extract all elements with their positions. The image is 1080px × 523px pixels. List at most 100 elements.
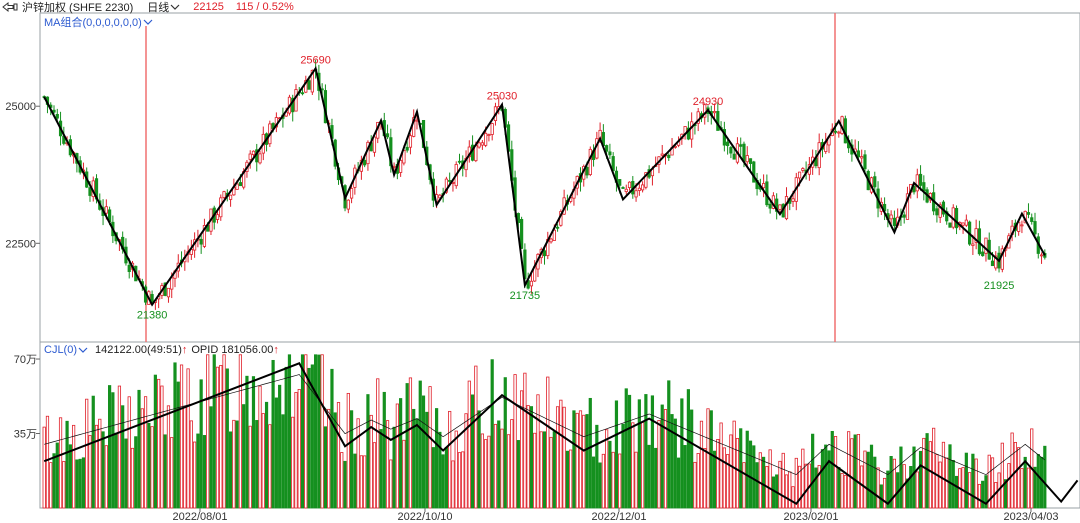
volume-bar	[170, 437, 174, 509]
volume-indicator-selector[interactable]: CJL(0)	[44, 344, 89, 356]
volume-bar	[732, 420, 736, 509]
volume-bar	[935, 454, 939, 509]
volume-bar	[143, 396, 148, 509]
period-label: 日线	[147, 2, 170, 14]
volume-bar	[78, 458, 82, 509]
x-tick-label: 2022/08/01	[172, 511, 227, 523]
candle	[150, 290, 154, 303]
volume-bar	[699, 420, 704, 509]
volume-bar	[271, 359, 275, 509]
volume-bar	[624, 388, 628, 509]
volume-bar	[814, 467, 818, 509]
volume-bar	[104, 445, 108, 509]
volume-bar	[68, 444, 72, 509]
volume-bar	[797, 465, 802, 509]
candle	[399, 159, 403, 177]
volume-bar	[281, 414, 285, 509]
candle	[981, 245, 985, 257]
volume-bar	[359, 455, 363, 509]
candle	[739, 137, 743, 156]
volume-bar	[457, 452, 462, 509]
open-interest-arrow: ↑	[273, 344, 279, 356]
volume-bar	[506, 434, 511, 509]
x-tick-label: 2022/12/01	[591, 511, 646, 523]
volume-bar	[258, 385, 262, 509]
volume-bar	[899, 446, 903, 509]
volume-bar	[572, 410, 576, 509]
volume-bar	[591, 456, 596, 509]
volume-bar	[954, 475, 959, 509]
volume-bar	[791, 486, 795, 509]
volume-bar	[45, 415, 50, 509]
candle	[873, 171, 877, 192]
volume-bar	[1033, 466, 1037, 509]
candle	[1033, 212, 1037, 237]
volume-bar	[974, 458, 978, 509]
volume-bar	[179, 364, 184, 509]
volume-bar	[709, 410, 713, 509]
volume-bar	[601, 453, 605, 509]
volume-bar	[323, 426, 328, 509]
volume-bar	[1003, 479, 1008, 509]
volume-bar	[480, 433, 484, 509]
candle	[457, 153, 462, 165]
volume-bar	[461, 451, 465, 509]
volume-bar	[752, 445, 756, 509]
volume-bar	[101, 431, 105, 509]
volume-bar	[454, 430, 458, 509]
volume-bar	[421, 395, 426, 509]
candle	[667, 153, 671, 161]
volume-bar	[918, 450, 923, 509]
last-price: 22125	[193, 1, 224, 13]
volume-bar	[523, 372, 527, 509]
volume-bar	[618, 453, 622, 509]
volume-bar	[912, 446, 916, 509]
volume-bar	[696, 453, 700, 509]
candle	[202, 218, 207, 249]
volume-bar	[755, 462, 759, 509]
volume-bar	[860, 465, 864, 509]
volume-bar	[853, 434, 857, 509]
volume-bar	[114, 432, 118, 509]
volume-bar	[353, 453, 357, 509]
volume-bar	[121, 405, 125, 509]
volume-bar	[235, 420, 239, 509]
volume-bar	[847, 431, 851, 509]
volume-bar	[722, 447, 726, 509]
volume-bar	[784, 474, 789, 509]
volume-bar	[873, 456, 877, 509]
volume-bar	[634, 451, 638, 509]
volume-bar	[562, 406, 566, 509]
candle	[935, 205, 939, 223]
volume-bar	[91, 395, 95, 509]
volume-bar	[614, 400, 619, 509]
period-selector[interactable]: 日线	[147, 0, 181, 15]
volume-bar	[641, 421, 645, 509]
volume-bar	[336, 402, 341, 509]
volume-bar	[513, 374, 517, 509]
volume-bar	[863, 450, 867, 509]
volume-bar	[294, 392, 298, 509]
candle	[52, 105, 56, 115]
back-button[interactable]	[0, 1, 18, 13]
candle	[641, 181, 645, 193]
candle	[346, 199, 350, 214]
volume-value: 142122.00(49:51)	[95, 344, 182, 356]
volume-bar	[778, 460, 782, 509]
volume-bar	[310, 364, 314, 509]
volume-bar	[608, 440, 612, 509]
candle	[572, 181, 576, 206]
volume-bar	[1007, 463, 1011, 509]
volume-bar	[49, 462, 53, 509]
volume-bar	[922, 437, 926, 509]
volume-bar	[536, 394, 540, 509]
ma-indicator-selector[interactable]: MA组合(0,0,0,0,0,0)	[44, 14, 154, 30]
volume-bar	[464, 413, 468, 509]
volume-bar	[399, 398, 403, 509]
candle	[542, 246, 547, 265]
candle	[860, 149, 864, 164]
candle	[905, 186, 910, 220]
candle	[690, 112, 694, 148]
volume-bar	[500, 428, 504, 509]
